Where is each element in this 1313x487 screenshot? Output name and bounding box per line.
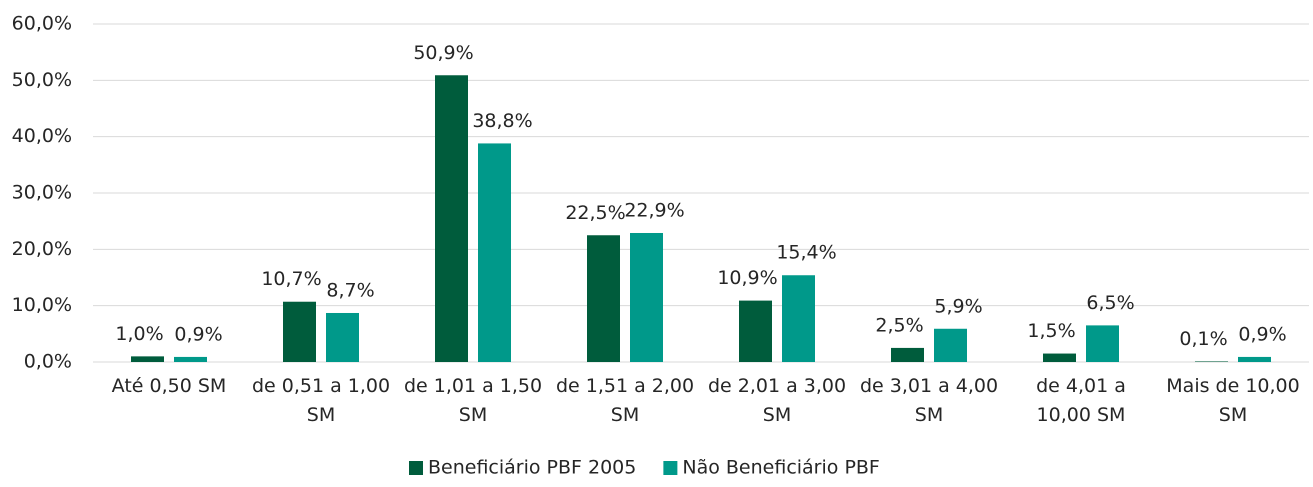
bar (587, 235, 620, 362)
legend-label: Não Beneficiário PBF (682, 457, 880, 479)
x-tick-label: de 1,51 a 2,00 SM (555, 375, 695, 426)
bar (283, 301, 316, 362)
bar (891, 347, 924, 362)
y-tick-label: 0,0% (24, 351, 72, 373)
bar (1086, 325, 1119, 362)
data-label: 0,1% (1179, 328, 1227, 350)
legend-swatch (409, 461, 423, 475)
y-tick-label: 10,0% (12, 294, 72, 316)
data-label: 5,9% (934, 295, 982, 317)
x-tick-label: Até 0,50 SM (111, 375, 227, 397)
bar (739, 300, 772, 362)
bar (174, 356, 207, 362)
data-label: 38,8% (472, 110, 532, 132)
bar (630, 232, 663, 362)
data-label: 1,0% (115, 323, 163, 345)
x-tick-label: Mais de 10,00 SM (1166, 375, 1300, 426)
bar (1195, 361, 1228, 362)
data-label: 8,7% (326, 279, 374, 301)
data-label: 2,5% (875, 314, 923, 336)
legend-swatch (663, 461, 678, 475)
bar (435, 75, 468, 362)
y-tick-label: 50,0% (12, 69, 72, 91)
bar (326, 312, 359, 362)
legend-label: Beneficiário PBF 2005 (428, 457, 636, 479)
data-label: 10,9% (717, 267, 777, 289)
data-label: 6,5% (1086, 292, 1134, 314)
data-label: 15,4% (776, 242, 836, 264)
bar (1043, 353, 1076, 362)
bar (1238, 356, 1271, 362)
x-tick-label: de 2,01 a 3,00 SM (707, 375, 847, 426)
data-label: 0,9% (1238, 323, 1286, 345)
bar (478, 143, 511, 362)
bar (782, 275, 815, 362)
x-tick-label: de 0,51 a 1,00 SM (251, 375, 391, 426)
bar (131, 356, 164, 362)
bar (934, 328, 967, 362)
data-label: 0,9% (174, 323, 222, 345)
y-tick-label: 60,0% (12, 13, 72, 35)
x-tick-label: de 4,01 a 10,00 SM (1036, 375, 1126, 426)
data-label: 22,9% (624, 199, 684, 221)
data-label: 10,7% (261, 268, 321, 290)
y-tick-label: 40,0% (12, 125, 72, 147)
y-tick-label: 30,0% (12, 182, 72, 204)
y-tick-label: 20,0% (12, 238, 72, 260)
data-label: 50,9% (413, 42, 473, 64)
data-label: 22,5% (565, 202, 625, 224)
x-tick-label: de 1,01 a 1,50 SM (403, 375, 543, 426)
x-tick-label: de 3,01 a 4,00 SM (859, 375, 999, 426)
data-label: 1,5% (1027, 320, 1075, 342)
